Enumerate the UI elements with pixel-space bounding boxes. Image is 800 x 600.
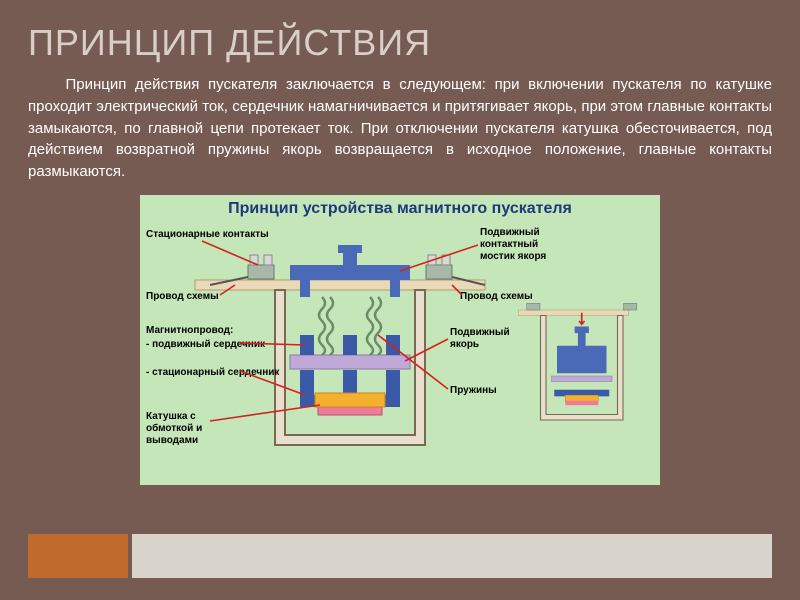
magnetic-starter-diagram: Принцип устройства магнитного пускателя [140,195,660,485]
accent-bar-right [132,534,772,578]
label-stationary-contacts: Стационарные контакты [146,229,269,240]
label-bridge-c: мостик якоря [480,251,546,262]
label-coil-c: выводами [146,435,198,446]
page-title: ПРИНЦИП ДЕЙСТВИЯ [28,22,772,64]
label-coil-a: Катушка с [146,411,196,422]
diagram-container: Принцип устройства магнитного пускателя [140,195,660,485]
label-wire-right: Провод схемы [460,291,533,302]
label-springs: Пружины [450,385,497,396]
diagram-title: Принцип устройства магнитного пускателя [228,200,572,217]
label-wire-left: Провод схемы [146,291,219,302]
slide-container: ПРИНЦИП ДЕЙСТВИЯ Принцип действия пускат… [0,0,800,485]
label-magnet-b: - подвижный сердечник [146,339,266,350]
label-magnet-c: - стационарный сердечник [146,367,280,378]
label-bridge-a: Подвижный [480,227,540,238]
label-bridge-b: контактный [480,239,538,250]
label-coil-b: обмоткой и [146,422,202,434]
accent-bars [28,534,772,578]
accent-bar-left [28,534,128,578]
label-armature-a: Подвижный [450,327,510,338]
label-magnet-a: Магнитнопровод: [146,325,233,336]
body-text: Принцип действия пускателя заключается в… [28,74,772,183]
label-armature-b: якорь [450,339,479,350]
